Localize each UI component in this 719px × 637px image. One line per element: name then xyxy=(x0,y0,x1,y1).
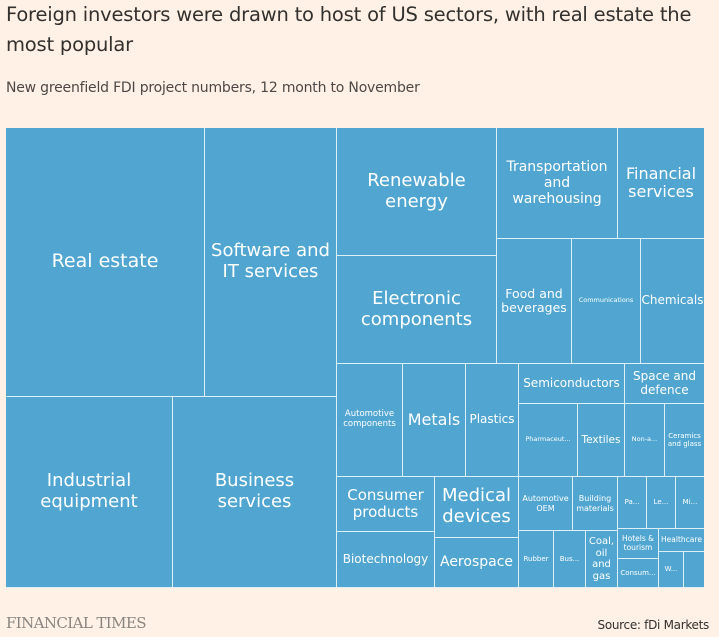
treemap-tile-label: Food and beverages xyxy=(501,285,567,315)
treemap-tile-label: Pharmaceut... xyxy=(525,435,571,444)
treemap-tile-label: Bus... xyxy=(559,554,580,563)
treemap-tile-label: Automotive components xyxy=(343,409,396,429)
treemap-tile-label: Renewable energy xyxy=(367,169,466,212)
treemap-tile-food-and-beverages: Food and beverages xyxy=(497,239,572,364)
treemap-tile-ceramics-and-glass: Ceramics and glass xyxy=(665,404,704,477)
treemap-tile-label: Healthcare xyxy=(661,534,702,544)
treemap-tile-software-and-it-services: Software and IT services xyxy=(205,128,337,397)
treemap-tile-label: Plastics xyxy=(469,412,515,427)
treemap-tile-communications: Communications xyxy=(572,239,641,364)
treemap-tile-label: Semiconductors xyxy=(523,375,620,390)
treemap-tile-label: Chemicals xyxy=(641,293,704,308)
treemap-tile-bus: Bus... xyxy=(554,531,586,588)
treemap-tile-label: Building materials xyxy=(576,494,614,513)
treemap-tile-label: Pa... xyxy=(624,498,640,507)
treemap-tile-le: Le... xyxy=(647,477,676,529)
treemap-tile-financial-services: Financial services xyxy=(618,128,704,239)
treemap-tile-medical-devices: Medical devices xyxy=(435,477,519,538)
treemap-tile-label: Electronic components xyxy=(360,287,473,330)
treemap-tile-non-a: Non-a... xyxy=(625,404,665,477)
treemap-tile-textiles: Textiles xyxy=(578,404,625,477)
treemap-tile-space-and-defence: Space and defence xyxy=(625,364,704,404)
source-note: Source: fDi Markets xyxy=(597,618,710,632)
treemap-tile-consum: Consum... xyxy=(618,559,659,588)
treemap-tile-label: Mi... xyxy=(682,498,698,507)
treemap-tile-label: Rubber xyxy=(523,554,549,563)
treemap-tile-label: Coal, oil and gas xyxy=(588,536,615,582)
treemap-tile-label: Software and IT services xyxy=(211,240,330,282)
treemap-tile-real-estate: Real estate xyxy=(6,128,205,397)
chart-title: Foreign investors were drawn to host of … xyxy=(6,3,692,56)
treemap-tile-label: Consum... xyxy=(620,568,656,577)
treemap: Real estate Software and IT services Indus… xyxy=(6,128,704,588)
treemap-tile-label: Industrial equipment xyxy=(40,470,138,512)
treemap-tile-industrial-equipment: Industrial equipment xyxy=(6,397,173,588)
treemap-tile-healthcare: Healthcare xyxy=(659,529,704,552)
treemap-tile-w: W... xyxy=(659,552,684,588)
treemap-tile-biotechnology: Biotechnology xyxy=(337,532,435,588)
treemap-tile-electronic-components: Electronic components xyxy=(337,256,497,364)
treemap-tile-renewable-energy: Renewable energy xyxy=(337,128,497,256)
treemap-tile-label: Textiles xyxy=(581,433,621,446)
ft-logo: FINANCIAL TIMES xyxy=(6,614,147,632)
treemap-tile-label: Hotels & tourism xyxy=(621,533,654,552)
treemap-tile-label: Transportation and warehousing xyxy=(506,158,608,208)
treemap-tile-coal-oil-and-gas: Coal, oil and gas xyxy=(586,531,618,588)
treemap-tile-business-services: Business services xyxy=(173,397,337,588)
treemap-tile-building-materials: Building materials xyxy=(573,477,618,531)
treemap-tile-chemicals: Chemicals xyxy=(641,239,704,364)
treemap-tile-label: Space and defence xyxy=(633,368,696,397)
treemap-tile-pharmaceut: Pharmaceut... xyxy=(519,404,578,477)
treemap-tile-label: Business services xyxy=(214,470,295,512)
treemap-tile-empty xyxy=(684,552,704,588)
treemap-tile-label: Automotive OEM xyxy=(522,494,569,513)
treemap-tile-automotive-components: Automotive components xyxy=(337,364,403,477)
treemap-tile-automotive-oem: Automotive OEM xyxy=(519,477,573,531)
treemap-tile-label: Le... xyxy=(653,498,669,507)
treemap-tile-label: Consumer products xyxy=(347,485,424,521)
treemap-tile-label: Communications xyxy=(578,296,634,305)
treemap-tile-label: W... xyxy=(664,565,678,574)
treemap-tile-aerospace: Aerospace xyxy=(435,538,519,588)
treemap-tile-mi: Mi... xyxy=(676,477,704,529)
treemap-tile-metals: Metals xyxy=(403,364,466,477)
treemap-tile-label: Real estate xyxy=(51,250,159,273)
treemap-tile-label: Biotechnology xyxy=(342,551,429,566)
treemap-tile-label: Ceramics and glass xyxy=(667,431,702,448)
treemap-tile-label: Metals xyxy=(407,409,461,429)
treemap-tile-pa: Pa... xyxy=(618,477,647,529)
treemap-tile-hotels-and-tourism: Hotels & tourism xyxy=(618,529,659,559)
treemap-tile-semiconductors: Semiconductors xyxy=(519,364,625,404)
treemap-tile-rubber: Rubber xyxy=(519,531,554,588)
treemap-tile-plastics: Plastics xyxy=(466,364,519,477)
treemap-tile-label: Aerospace xyxy=(439,554,514,571)
treemap-tile-label: Medical devices xyxy=(442,485,511,527)
treemap-tile-consumer-products: Consumer products xyxy=(337,477,435,532)
chart-subtitle: New greenfield FDI project numbers, 12 m… xyxy=(6,80,420,96)
treemap-tile-transportation-and-warehousing: Transportation and warehousing xyxy=(497,128,618,239)
treemap-tile-label: Financial services xyxy=(625,163,697,201)
treemap-tile-label: Non-a... xyxy=(631,435,658,444)
